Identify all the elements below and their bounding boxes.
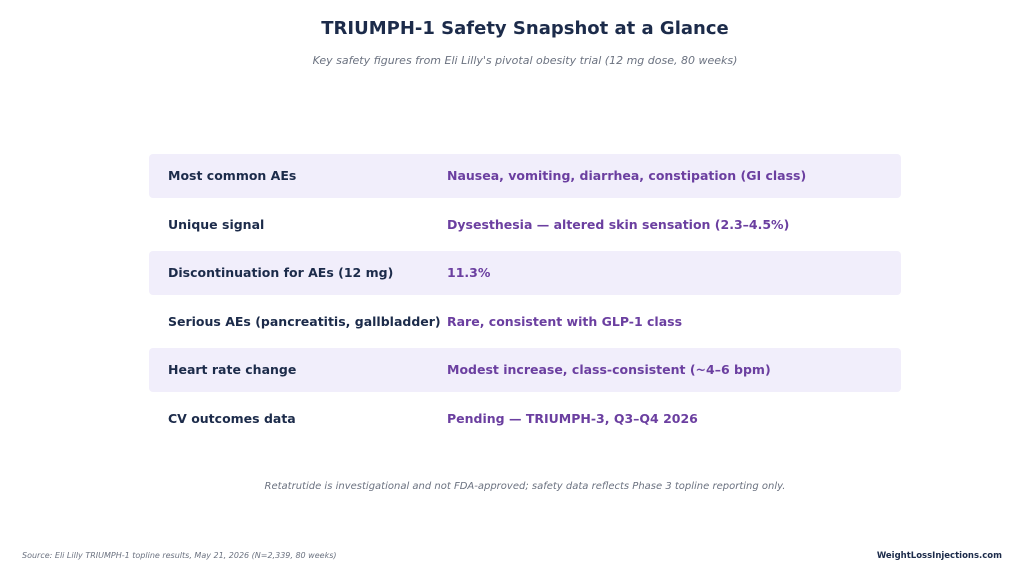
row-value: Dysesthesia — altered skin sensation (2.… [447, 216, 790, 232]
row-value: Modest increase, class-consistent (~4–6 … [447, 362, 771, 378]
table-row: Heart rate change Modest increase, class… [149, 348, 901, 393]
row-value: Nausea, vomiting, diarrhea, constipation… [447, 168, 807, 183]
row-value: 11.3% [447, 265, 491, 281]
source-citation: Source: Eli Lilly TRIUMPH-1 topline resu… [22, 551, 337, 560]
table-row: Unique signal Dysesthesia — altered skin… [149, 203, 901, 247]
row-label: Serious AEs (pancreatitis, gallbladder) [168, 313, 441, 329]
table-row: Serious AEs (pancreatitis, gallbladder) … [149, 300, 901, 344]
brand-mark: WeightLossInjections.com [876, 551, 1002, 561]
row-label: CV outcomes data [168, 410, 296, 426]
row-label: Discontinuation for AEs (12 mg) [168, 265, 394, 281]
safety-table: Most common AEs Nausea, vomiting, diarrh… [149, 154, 901, 446]
table-row: Most common AEs Nausea, vomiting, diarrh… [149, 154, 901, 198]
row-label: Unique signal [168, 216, 265, 232]
page-title: TRIUMPH-1 Safety Snapshot at a Glance [321, 18, 729, 39]
row-value: Rare, consistent with GLP-1 class [447, 313, 683, 329]
row-label: Most common AEs [168, 168, 297, 183]
table-row: CV outcomes data Pending — TRIUMPH-3, Q3… [149, 397, 901, 441]
table-row: Discontinuation for AEs (12 mg) 11.3% [149, 251, 901, 296]
row-value: Pending — TRIUMPH-3, Q3–Q4 2026 [447, 410, 698, 426]
page-subtitle: Key safety figures from Eli Lilly's pivo… [312, 54, 738, 67]
disclaimer-note: Retatrutide is investigational and not F… [264, 481, 786, 492]
row-label: Heart rate change [168, 362, 297, 378]
